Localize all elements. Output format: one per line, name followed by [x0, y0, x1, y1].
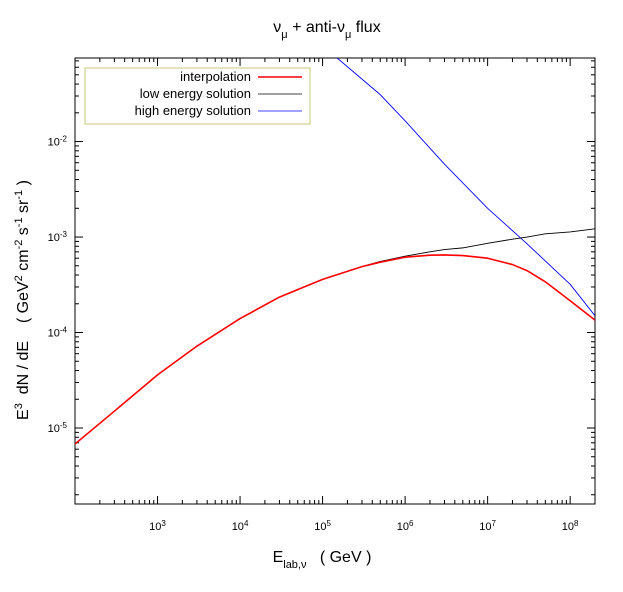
title-sub-mu-2: μ — [345, 29, 351, 41]
legend-label-low-energy: low energy solution — [140, 86, 251, 101]
x-tick-label: 105 — [314, 519, 331, 534]
x-tick-label: 104 — [232, 519, 249, 534]
legend-label-high-energy: high energy solution — [135, 103, 251, 118]
series-line-low-energy-solution — [75, 228, 595, 445]
legend-label-interpolation: interpolation — [180, 69, 251, 84]
chart-title: νμ + anti-νμ flux — [273, 19, 380, 41]
axis-ticks — [74, 58, 596, 504]
y-tick-label: 10-3 — [48, 230, 68, 245]
series-lines — [75, 58, 595, 445]
axis-tick-labels: 103 104 105 106 107 108 10-5 10-4 10-3 10-2 — [48, 134, 579, 533]
title-nu: ν — [273, 19, 281, 36]
series-line-interpolation — [75, 254, 595, 445]
x-tick-label: 107 — [479, 519, 496, 534]
legend: interpolation low energy solution high e… — [84, 67, 311, 125]
plot-frame — [74, 57, 596, 505]
x-tick-label: 103 — [149, 519, 166, 534]
y-axis-title: E3 dN / dE ( GeV2 cm-2 s-1 sr-1 ) — [13, 180, 32, 420]
title-mid: + anti-ν — [288, 19, 345, 36]
title-tail: flux — [351, 19, 380, 36]
y-tick-label: 10-4 — [48, 325, 68, 340]
xlabel-tail: ( GeV ) — [307, 549, 372, 566]
x-tick-label: 108 — [562, 519, 579, 534]
y-tick-label: 10-2 — [48, 134, 68, 149]
xlabel-sub: lab,ν — [283, 559, 307, 571]
y-tick-label: 10-5 — [48, 421, 68, 436]
xlabel-main: E — [273, 549, 284, 566]
x-tick-label: 106 — [397, 519, 414, 534]
x-axis-title: Elab,ν ( GeV ) — [273, 549, 372, 571]
series-line-high-energy-solution — [336, 58, 595, 316]
title-sub-mu: μ — [281, 29, 287, 41]
